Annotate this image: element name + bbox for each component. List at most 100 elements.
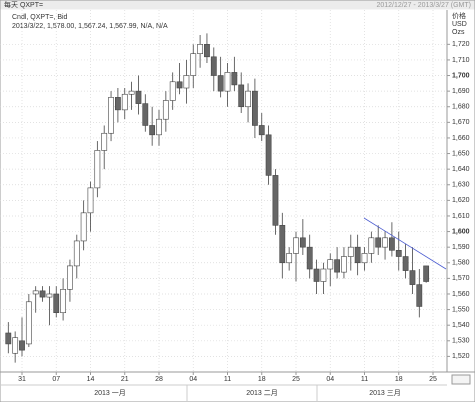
x-tick-label: 21 [121,376,129,383]
y-tick-label: 1,650 [452,150,470,157]
candle-body [238,84,245,108]
candle-body [313,268,320,282]
candle-body [67,265,73,290]
candle-body [115,97,121,111]
y-tick-label: 1,690 [452,88,470,95]
candle-body [395,249,402,257]
legend-values: 2013/3/22, 1,578.00, 1,567.24, 1,567.99,… [12,23,168,30]
candle-body [5,332,12,345]
candle-body [169,81,176,101]
x-tick-label: 25 [292,376,300,383]
candle-body [162,100,169,120]
candle-body [306,246,313,270]
candle-body [60,289,66,314]
corner-icon [451,374,471,385]
candle-body [217,75,224,92]
candle-body [245,90,251,108]
candle-body [299,237,306,248]
candle-body [293,237,299,254]
candle-body [149,125,156,136]
y-tick-label: 1,530 [452,338,470,345]
candle-body [32,290,39,295]
y-tick-label: 1,660 [452,135,470,142]
y-tick-label: 1,560 [452,291,470,298]
candle-body [53,293,60,314]
candle-body [252,90,258,126]
x-tick-label: 07 [52,376,60,383]
x-tick-label: 28 [155,376,163,383]
y-tick-label: 1,520 [452,353,470,360]
y-tick-label: 1,600 [452,228,470,235]
y-tick-label: 1,610 [452,213,470,220]
candle-body [327,259,334,270]
candle-body [156,118,162,136]
x-tick-label: 25 [429,376,437,383]
trend-line [363,217,447,270]
candle-body [176,81,183,89]
y-tick-label: 1,540 [452,322,470,329]
candle-body [204,44,210,58]
y-axis-label: USD [452,21,467,28]
date-range: 2012/12/27 - 2013/3/27 (GMT) [376,2,471,9]
y-tick-label: 1,590 [452,244,470,251]
candle-body [25,301,32,345]
candle-body [402,256,409,271]
x-tick-label: 18 [258,376,266,383]
y-tick-label: 1,570 [452,275,470,282]
x-tick-label: 04 [326,376,334,383]
candle-body [39,290,46,298]
candle-body [142,103,149,126]
candle-body [354,246,361,264]
candle-body [183,75,190,89]
candle-body [361,253,368,264]
candle-body [128,90,135,95]
candle-body [121,93,128,111]
candle-body [73,240,80,267]
candle-body [279,225,286,264]
y-tick-label: 1,580 [452,260,470,267]
candle-body [197,44,203,54]
candle-body [80,212,87,242]
candle-body [382,237,388,248]
candle-body [416,284,423,307]
y-axis-label: 价格 [452,11,466,20]
candle-body [320,268,327,282]
y-tick-label: 1,630 [452,182,470,189]
x-tick-label: 11 [361,376,368,383]
y-tick-label: 1,550 [452,306,470,313]
candle-body [368,237,375,254]
candle-body [224,72,231,92]
month-label: 2013 三月 [369,389,401,397]
y-axis-label: Ozs [452,29,465,36]
month-label: 2013 二月 [246,389,278,397]
y-tick-label: 1,620 [452,197,470,204]
x-tick-label: 18 [395,376,403,383]
candle-body [190,53,197,76]
candle-body [231,72,238,86]
candle-body [341,256,347,273]
candle-body [375,237,382,248]
x-tick-label: 04 [189,376,197,383]
y-tick-label: 1,710 [452,57,470,64]
candle-body [272,175,279,226]
y-tick-label: 1,670 [452,119,470,126]
candle-body [347,246,354,257]
x-tick-label: 31 [18,376,26,383]
candle-body [286,253,293,264]
y-tick-label: 1,700 [452,72,470,79]
candle-body [19,340,25,351]
x-tick-label: 11 [224,376,231,383]
candle-body [108,97,114,134]
candle-body [423,265,430,282]
candle-body [258,125,265,136]
candle-body [94,150,101,189]
candle-body [210,56,217,76]
candle-body [12,337,19,354]
candle-body [135,90,142,104]
chart-title: 每天 QXPT= [4,0,43,9]
candle-body [101,132,108,151]
y-tick-label: 1,640 [452,166,470,173]
